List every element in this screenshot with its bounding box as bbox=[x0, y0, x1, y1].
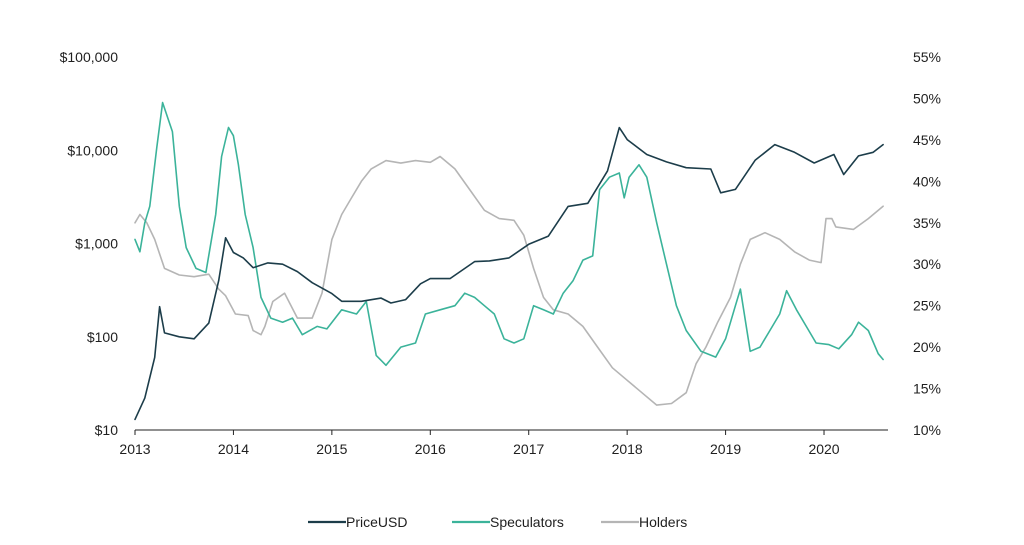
x-axis-tick-label: 2015 bbox=[316, 441, 347, 457]
x-axis-tick-label: 2016 bbox=[415, 441, 446, 457]
series-line-holders bbox=[134, 155, 884, 406]
legend-label-speculators: Speculators bbox=[490, 514, 564, 530]
legend: PriceUSD Speculators Holders bbox=[308, 514, 687, 530]
left-axis-tick-label: $100,000 bbox=[60, 49, 119, 65]
x-axis: 2013 2014 2015 2016 2017 2018 2019 2020 bbox=[119, 430, 840, 457]
x-axis-tick-label: 2014 bbox=[218, 441, 249, 457]
right-y-axis: 10% 15% 20% 25% 30% 35% 40% 45% 50% 55% bbox=[913, 49, 941, 438]
left-axis-tick-label: $10 bbox=[95, 422, 119, 438]
left-y-axis: $10 $100 $1,000 $10,000 $100,000 bbox=[60, 49, 119, 438]
x-axis-tick-label: 2020 bbox=[808, 441, 839, 457]
right-axis-tick-label: 50% bbox=[913, 90, 941, 106]
right-axis-tick-label: 45% bbox=[913, 132, 941, 148]
series-line-priceusd bbox=[134, 126, 884, 421]
legend-label-priceusd: PriceUSD bbox=[346, 514, 407, 530]
left-axis-tick-label: $1,000 bbox=[75, 236, 118, 252]
series-line-speculators bbox=[134, 101, 884, 367]
right-axis-tick-label: 55% bbox=[913, 49, 941, 65]
right-axis-tick-label: 20% bbox=[913, 339, 941, 355]
right-axis-tick-label: 40% bbox=[913, 173, 941, 189]
x-axis-tick-label: 2018 bbox=[612, 441, 643, 457]
left-axis-tick-label: $100 bbox=[87, 329, 118, 345]
legend-label-holders: Holders bbox=[639, 514, 687, 530]
x-axis-tick-label: 2017 bbox=[513, 441, 544, 457]
right-axis-tick-label: 15% bbox=[913, 381, 941, 397]
left-axis-tick-label: $10,000 bbox=[67, 142, 118, 158]
x-axis-tick-label: 2013 bbox=[119, 441, 150, 457]
right-axis-tick-label: 35% bbox=[913, 215, 941, 231]
plot-area bbox=[134, 101, 884, 421]
right-axis-tick-label: 30% bbox=[913, 256, 941, 272]
right-axis-tick-label: 10% bbox=[913, 422, 941, 438]
x-axis-tick-label: 2019 bbox=[710, 441, 741, 457]
right-axis-tick-label: 25% bbox=[913, 298, 941, 314]
